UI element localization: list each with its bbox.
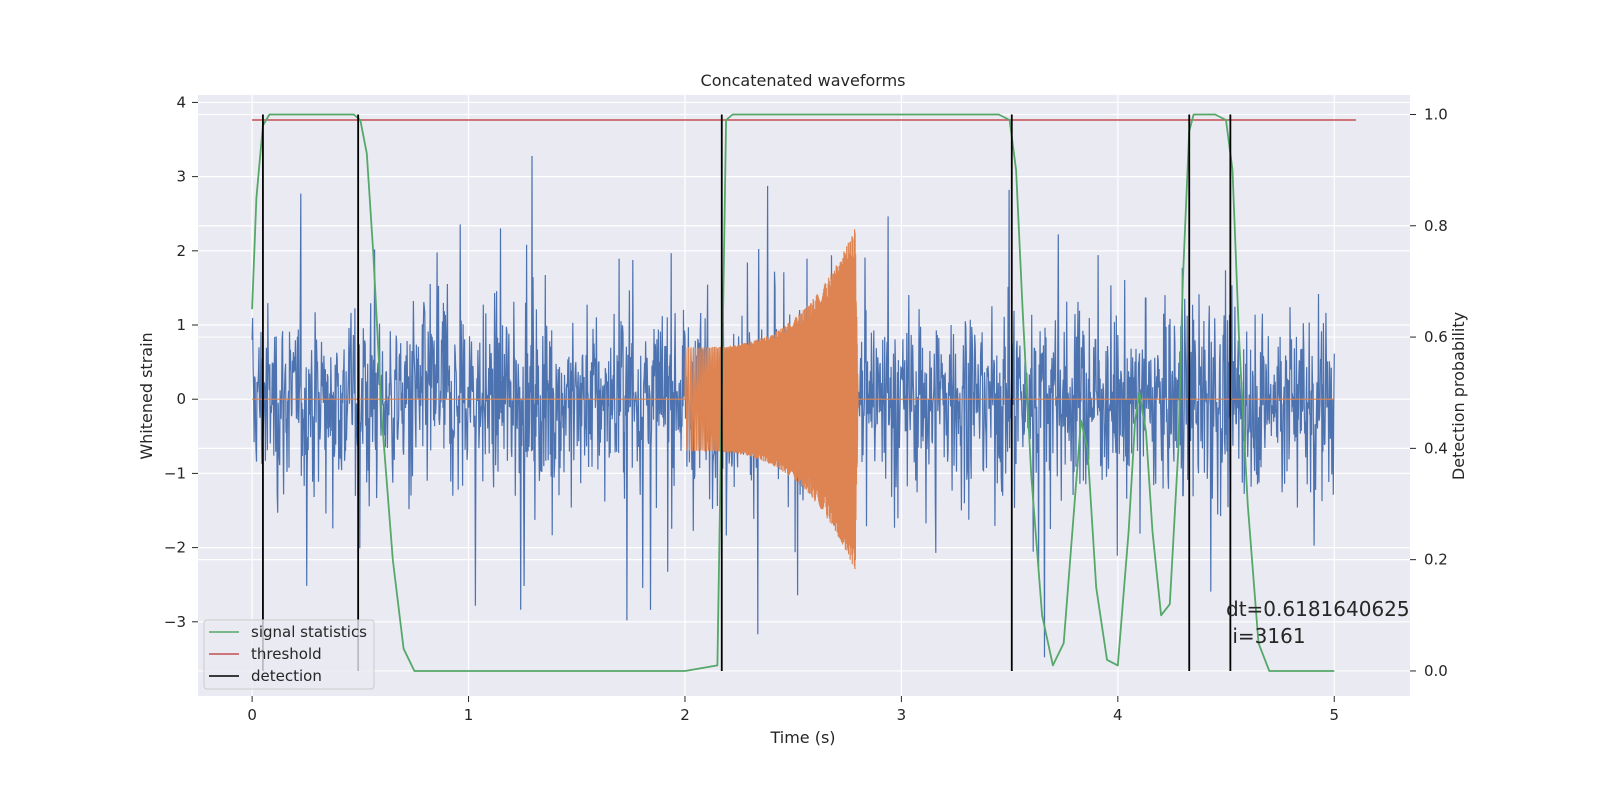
- y2-tick-label: 0.6: [1424, 328, 1448, 346]
- y2-tick-label: 1.0: [1424, 105, 1448, 123]
- y-tick-label: −1: [164, 464, 186, 482]
- legend: signal statistics threshold detection: [203, 619, 375, 690]
- y-tick-label: 0: [176, 390, 186, 408]
- signal-statistics-series: [251, 113, 1335, 672]
- y-tick-label: −2: [164, 539, 186, 557]
- y-tick-label: 2: [176, 242, 186, 260]
- signal-statistics-line: [251, 113, 1335, 672]
- annotation-index: i=3161: [1226, 624, 1306, 648]
- y2-tick-label: 0.4: [1424, 439, 1448, 457]
- legend-label-detection: detection: [251, 667, 322, 685]
- detection-series: [262, 114, 1232, 671]
- chart-title: Concatenated waveforms: [701, 71, 906, 90]
- y-tick-label: 1: [176, 316, 186, 334]
- x-tick-label: 5: [1329, 706, 1339, 724]
- axis-ticks: 0 1 2 3 4 5 4 3 2 1 0 −1 −2 −3 1.0 0.8 0.6 0.4 0.2 0.0: [164, 93, 1448, 724]
- y2-axis-label: Detection probability: [1449, 312, 1468, 480]
- legend-label-signal-statistics: signal statistics: [251, 623, 367, 641]
- y-tick-label: 3: [176, 168, 186, 186]
- x-tick-label: 2: [680, 706, 690, 724]
- strain-signal-line: [252, 229, 1335, 570]
- y-tick-label: 4: [176, 93, 186, 111]
- y-axis-label: Whitened strain: [137, 332, 156, 459]
- legend-label-threshold: threshold: [251, 645, 322, 663]
- annotation-dt: dt=0.6181640625: [1226, 597, 1410, 621]
- x-tick-label: 3: [897, 706, 907, 724]
- y-tick-label: −3: [164, 613, 186, 631]
- x-axis-label: Time (s): [769, 728, 835, 747]
- x-tick-label: 4: [1113, 706, 1123, 724]
- strain-signal-series: [252, 229, 1335, 570]
- y2-tick-label: 0.2: [1424, 551, 1448, 569]
- y2-tick-label: 0.0: [1424, 662, 1448, 680]
- x-tick-label: 0: [247, 706, 257, 724]
- legend-box: [203, 619, 375, 690]
- y2-tick-label: 0.8: [1424, 217, 1448, 235]
- x-tick-label: 1: [464, 706, 474, 724]
